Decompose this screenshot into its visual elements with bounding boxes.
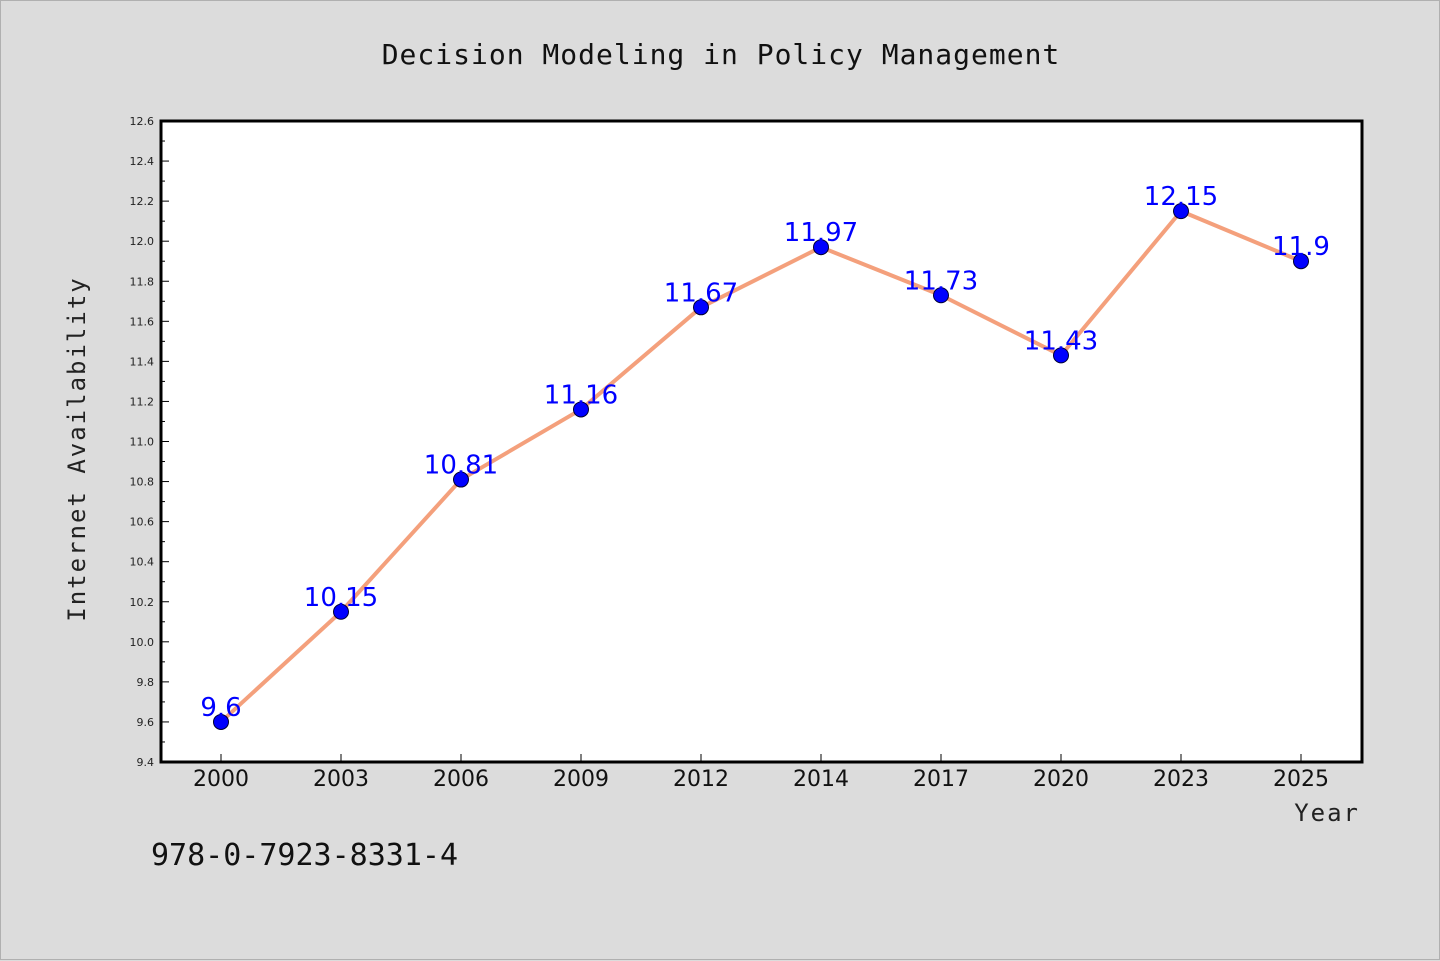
y-tick-label: 12.4 [130,155,155,168]
x-tick-label: 2009 [553,767,609,792]
x-axis-label: Year [1294,799,1360,827]
data-point-2023 [1173,203,1189,220]
data-label-2000: 9.6 [200,693,241,723]
plot-border [159,119,1364,764]
x-tick-label: 2012 [673,767,729,792]
x-tick-label: 2003 [313,767,369,792]
y-tick-label: 12.0 [130,235,155,248]
y-axis-ticks: 9.4 9.6 9.8 10.0 10.2 10.4 10.6 10.8 11.0 11.2 11.… [130,115,169,769]
data-label-2006: 10.81 [424,451,498,481]
y-tick-label: 10.8 [130,476,155,489]
data-label-2003: 10.15 [304,583,378,613]
y-tick-label: 10.2 [130,596,155,609]
data-point-2025 [1293,253,1309,270]
x-tick-label: 2025 [1273,767,1329,792]
series-line [219,209,1303,724]
chart-title: Decision Modeling in Policy Management [382,38,1061,71]
data-point-2009 [573,401,589,418]
data-point-2000 [213,713,229,730]
y-tick-label: 11.0 [130,436,155,449]
data-point-2006 [453,471,469,488]
y-tick-label: 9.6 [137,716,155,729]
data-labels: 9.6 10.15 10.81 11.16 11.67 11.97 11.73 11.43 12… [200,182,1330,723]
y-tick-label: 10.4 [130,556,155,569]
data-point-2017 [933,287,949,304]
y-tick-label: 11.6 [130,315,155,328]
data-label-2020: 11.43 [1024,326,1098,356]
data-label-2023: 12.15 [1144,182,1218,212]
x-tick-label: 2017 [913,767,969,792]
data-markers [213,203,1309,730]
data-label-2025: 11.9 [1272,232,1330,262]
x-tick-label: 2023 [1153,767,1209,792]
y-tick-label: 9.8 [137,676,155,689]
y-tick-label: 10.6 [130,516,155,529]
data-label-2017: 11.73 [904,266,978,296]
data-point-2020 [1053,347,1069,364]
y-tick-label: 11.4 [130,355,155,368]
x-tick-label: 2000 [193,767,249,792]
x-tick-label: 2014 [793,767,849,792]
y-tick-label: 9.4 [137,756,155,769]
y-axis-label: Internet Availability [63,276,91,621]
data-label-2012: 11.67 [664,278,738,308]
x-axis-ticks: 2000 2003 2006 2009 2012 2014 2017 2020 2023 2025 [193,754,1329,792]
x-tick-label: 2006 [433,767,489,792]
data-label-2014: 11.97 [784,218,858,248]
y-tick-label: 10.0 [130,636,155,649]
data-label-2009: 11.16 [544,380,618,410]
data-point-2012 [693,299,709,316]
plot-area [161,121,1362,762]
y-tick-label: 11.8 [130,275,155,288]
x-tick-label: 2020 [1033,767,1089,792]
isbn-annotation: 978-0-7923-8331-4 [151,838,458,873]
data-point-2014 [813,239,829,256]
y-tick-label: 12.2 [130,195,155,208]
data-point-2003 [333,603,349,620]
y-tick-label: 12.6 [130,115,155,128]
y-tick-label: 11.2 [130,395,155,408]
